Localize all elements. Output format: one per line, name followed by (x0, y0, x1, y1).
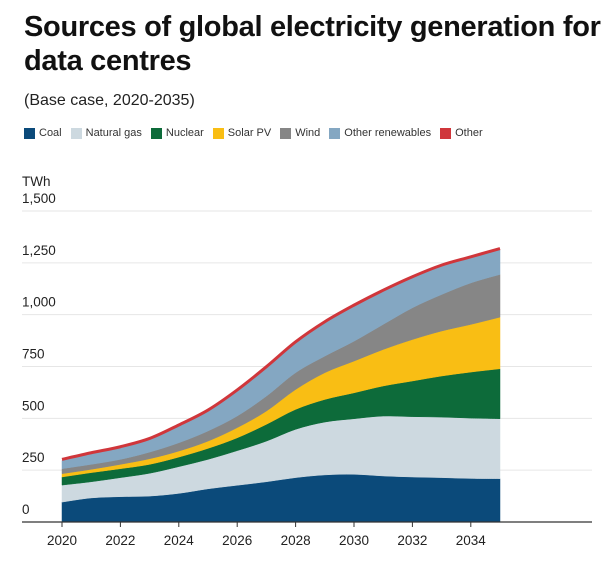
x-tick-label: 2032 (397, 533, 427, 548)
legend-swatch (329, 127, 341, 139)
y-tick-label: 1,250 (22, 243, 56, 258)
y-tick-label: 750 (22, 347, 45, 362)
legend-label: Nuclear (165, 127, 204, 139)
x-tick-label: 2034 (456, 533, 487, 548)
legend-label: Wind (295, 127, 321, 139)
legend-swatch (440, 127, 452, 139)
x-tick-label: 2020 (47, 533, 77, 548)
legend-swatch (150, 127, 162, 139)
y-tick-label: 0 (22, 502, 30, 517)
chart-subtitle: (Base case, 2020-2035) (24, 92, 195, 109)
legend-swatch (280, 127, 292, 139)
legend-label: Other (455, 127, 483, 139)
y-tick-label: 1,000 (22, 295, 56, 310)
y-tick-label: 250 (22, 450, 45, 465)
legend: Coal Natural gas Nuclear Solar PV Wind Other … (24, 127, 483, 139)
x-tick-label: 2028 (281, 533, 311, 548)
y-tick-label: 1,500 (22, 191, 56, 206)
legend-label: Coal (39, 127, 62, 139)
y-axis-label: TWh (22, 174, 51, 189)
chart-title: Sources of global electricity generation… (24, 11, 601, 77)
legend-label: Other renewables (344, 127, 432, 139)
legend-item: Solar PV (212, 127, 272, 139)
x-tick-label: 2026 (222, 533, 252, 548)
y-tick-label: 500 (22, 398, 45, 413)
legend-item: Natural gas (70, 127, 142, 139)
area-other (61, 247, 501, 461)
x-tick-label: 2030 (339, 533, 369, 548)
legend-label: Solar PV (227, 127, 272, 139)
legend-item: Coal (24, 127, 62, 139)
x-tick-label: 2022 (105, 533, 135, 548)
legend-swatch (212, 127, 224, 139)
x-tick-label: 2024 (164, 533, 195, 548)
legend-item: Nuclear (150, 127, 204, 139)
legend-item: Wind (280, 127, 320, 139)
legend-swatch (24, 127, 35, 139)
legend-label: Natural gas (85, 127, 142, 139)
legend-item: Other (440, 127, 483, 139)
legend-item: Other renewables (329, 127, 431, 139)
legend-swatch (70, 127, 82, 139)
